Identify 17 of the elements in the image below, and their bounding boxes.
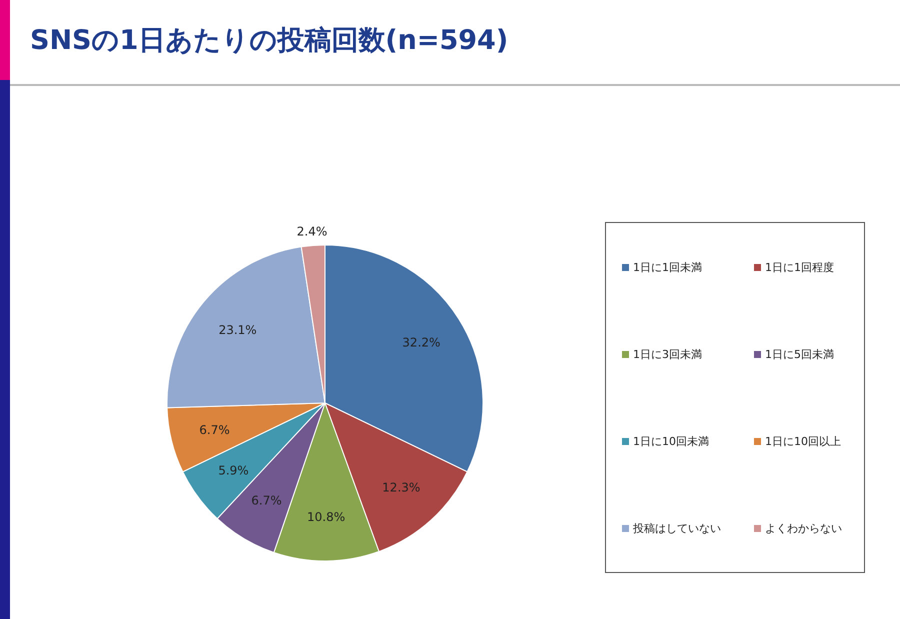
data-label: 6.7% <box>199 423 230 438</box>
chart-title: SNSの1日あたりの投稿回数(n=594) <box>30 24 508 58</box>
legend-label: よくわからない <box>765 520 842 536</box>
legend-label: 投稿はしていない <box>633 520 721 536</box>
data-label: 23.1% <box>218 323 257 338</box>
data-label: 2.4% <box>296 224 328 238</box>
data-label: 10.8% <box>307 510 346 524</box>
legend-label: 1日に3回未満 <box>633 346 702 362</box>
legend-label: 1日に1回程度 <box>765 260 834 274</box>
data-label: 6.7% <box>251 494 282 508</box>
legend-label: 1日に10回以上 <box>765 434 841 448</box>
legend-label: 1日に5回未満 <box>765 346 834 362</box>
legend-label: 1日に1回未満 <box>633 260 702 274</box>
data-label: 32.2% <box>402 336 440 350</box>
legend-label: 1日に10回未満 <box>633 434 709 448</box>
data-label: 12.3% <box>382 480 420 494</box>
data-label: 5.9% <box>218 464 249 478</box>
